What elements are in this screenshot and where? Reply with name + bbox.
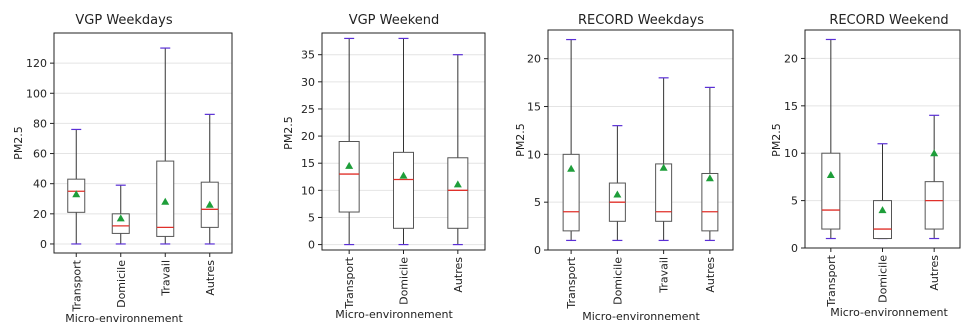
chart-vgp-weekdays: VGP Weekdays PM2.5 Micro-environnement 0… <box>12 13 233 325</box>
box-domicile <box>393 37 414 246</box>
x-tick-label: Travail <box>658 257 671 294</box>
mean-marker <box>567 164 576 172</box>
x-tick-label: Transport <box>825 254 838 307</box>
x-axis-label: Micro-environnement <box>335 308 453 321</box>
y-axis-label: PM2.5 <box>282 116 295 150</box>
mean-marker <box>161 197 170 205</box>
y-axis-label: PM2.5 <box>770 123 783 157</box>
x-tick-label: Transport <box>70 259 83 312</box>
iqr-box <box>447 157 469 229</box>
y-tick-label: 5 <box>308 211 315 224</box>
iqr-box <box>924 181 944 230</box>
x-tick-label: Transport <box>565 256 578 309</box>
mean-marker <box>878 206 887 214</box>
box-domicile <box>608 125 626 242</box>
chart-title: VGP Weekdays <box>75 13 172 28</box>
y-tick-label: 20 <box>527 53 541 66</box>
mean-marker <box>659 163 668 171</box>
x-tick-label: Transport <box>343 256 356 309</box>
x-tick-label: Autres <box>928 255 941 291</box>
y-axis-label: PM2.5 <box>514 123 527 157</box>
y-axis-label: PM2.5 <box>12 126 25 160</box>
box-domicile <box>873 143 892 240</box>
x-tick-label: Domicile <box>877 255 890 303</box>
mean-marker <box>826 171 835 179</box>
y-tick-label: 0 <box>791 242 798 255</box>
x-tick-label: Domicile <box>611 257 624 305</box>
box-transport <box>821 38 841 240</box>
y-tick-label: 15 <box>527 101 541 114</box>
x-tick-label: Autres <box>452 257 465 293</box>
y-tick-label: 20 <box>33 208 47 221</box>
box-travail <box>156 47 175 245</box>
iqr-box <box>701 172 719 232</box>
box-transport <box>338 37 360 246</box>
y-tick-label: 100 <box>26 87 47 100</box>
chart-title: VGP Weekend <box>349 13 440 28</box>
mean-marker <box>72 190 81 198</box>
box-transport <box>67 128 86 245</box>
plot-area-frame <box>547 29 734 251</box>
y-tick-label: 40 <box>33 178 47 191</box>
mean-marker <box>613 190 622 198</box>
chart-record-weekdays: RECORD Weekdays PM2.5 Micro-environnemen… <box>514 13 734 323</box>
box-autres <box>924 114 944 240</box>
chart-title: RECORD Weekdays <box>578 13 704 28</box>
y-tick-label: 5 <box>534 196 541 209</box>
x-axis-label: Micro-environnement <box>65 312 183 325</box>
box-domicile <box>111 184 130 245</box>
y-tick-label: 10 <box>301 184 315 197</box>
y-tick-label: 0 <box>308 239 315 252</box>
y-tick-label: 35 <box>301 49 315 62</box>
y-tick-label: 15 <box>784 100 798 113</box>
y-tick-label: 10 <box>784 147 798 160</box>
y-tick-label: 15 <box>301 157 315 170</box>
y-tick-label: 80 <box>33 117 47 130</box>
mean-marker <box>453 180 462 188</box>
iqr-box <box>111 213 130 234</box>
mean-marker <box>930 149 939 157</box>
box-autres <box>447 54 469 246</box>
y-tick-label: 20 <box>301 130 315 143</box>
iqr-box <box>393 151 414 229</box>
y-tick-label: 5 <box>791 195 798 208</box>
x-tick-label: Domicile <box>398 257 411 305</box>
iqr-box <box>821 152 841 230</box>
y-tick-label: 120 <box>26 57 47 70</box>
x-axis-label: Micro-environnement <box>830 306 948 319</box>
iqr-box <box>338 141 360 213</box>
box-transport <box>562 38 580 242</box>
chart-title: RECORD Weekend <box>829 13 948 28</box>
y-tick-label: 10 <box>527 148 541 161</box>
x-tick-label: Domicile <box>115 260 128 308</box>
chart-vgp-weekend: VGP Weekend PM2.5 Micro-environnement 0 5… <box>282 13 486 321</box>
y-tick-label: 30 <box>301 76 315 89</box>
x-tick-label: Autres <box>204 260 217 296</box>
mean-marker <box>116 214 125 222</box>
y-tick-label: 0 <box>40 238 47 251</box>
y-tick-label: 0 <box>534 244 541 257</box>
mean-marker <box>345 161 354 169</box>
x-axis-label: Micro-environnement <box>582 310 700 323</box>
y-tick-label: 25 <box>301 103 315 116</box>
mean-marker <box>705 174 714 182</box>
plot-area-frame <box>53 32 233 254</box>
y-tick-label: 60 <box>33 148 47 161</box>
y-tick-label: 20 <box>784 52 798 65</box>
box-travail <box>655 77 673 242</box>
box-autres <box>200 113 219 245</box>
chart-record-weekend: RECORD Weekend PM2.5 Micro-environnement… <box>770 13 961 319</box>
iqr-box <box>655 163 673 222</box>
box-autres <box>701 86 719 242</box>
mean-marker <box>205 200 214 208</box>
x-tick-label: Travail <box>159 260 172 297</box>
mean-marker <box>399 171 408 179</box>
x-tick-label: Autres <box>704 257 717 293</box>
